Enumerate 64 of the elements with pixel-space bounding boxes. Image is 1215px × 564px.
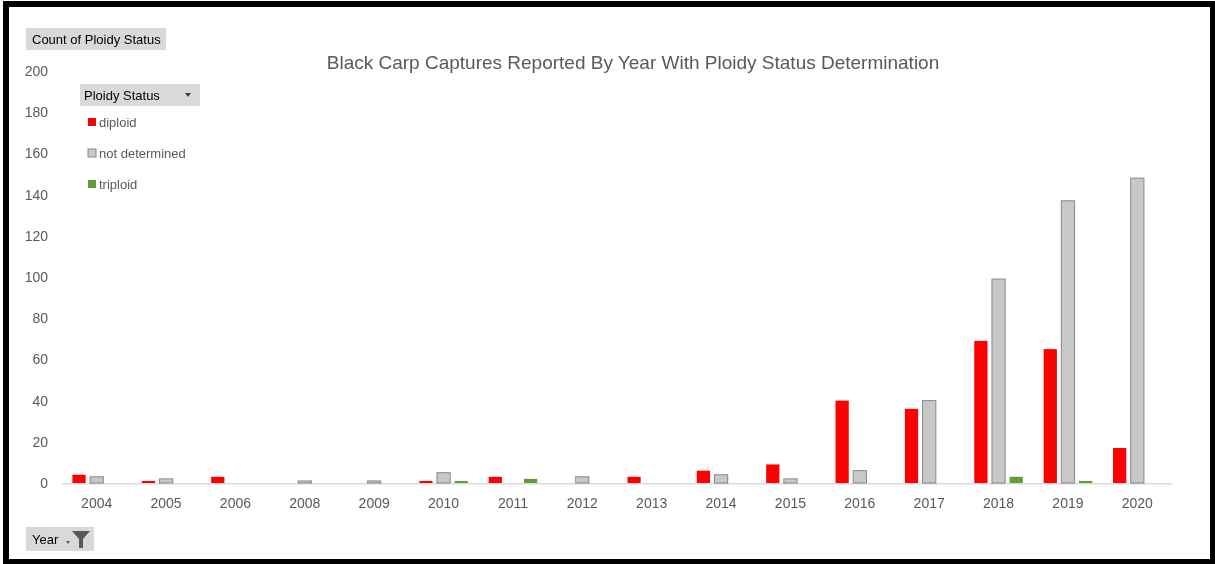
y-tick-label: 180 [24, 104, 49, 121]
y-tick-label: 200 [24, 63, 49, 79]
legend-title: Ploidy Status [84, 88, 161, 103]
bar [488, 476, 502, 483]
x-tick-label: 2009 [358, 495, 390, 511]
bar [297, 480, 312, 484]
x-tick-label: 2006 [219, 495, 252, 511]
bar [89, 476, 104, 484]
x-tick-label: 2018 [982, 495, 1015, 511]
bar [454, 480, 468, 483]
y-tick-label: 120 [24, 227, 49, 244]
y-tick-label: 160 [24, 145, 49, 162]
bar [766, 464, 780, 483]
bar [1078, 480, 1093, 483]
chart-title: Black Carp Captures Reported By Year With Ploidy Status Determination [326, 52, 940, 73]
bar [696, 470, 711, 483]
x-tick-label: 2004 [81, 495, 113, 511]
legend-label: diploid [99, 115, 137, 130]
x-tick-label: 2015 [774, 495, 807, 511]
bar [436, 472, 451, 484]
y-tick-label: 100 [24, 269, 49, 285]
bar [419, 480, 433, 483]
bar [783, 478, 798, 484]
bar [575, 476, 590, 484]
bar [523, 478, 538, 483]
legend-label: triploid [99, 177, 138, 192]
x-axis-title: Year [32, 532, 59, 547]
bar [627, 476, 641, 483]
y-tick-label: 60 [32, 351, 49, 368]
y-axis-title: Count of Ploidy Status [32, 32, 162, 47]
x-tick-label: 2020 [1121, 495, 1154, 511]
bar [835, 400, 849, 483]
bar [1130, 177, 1145, 484]
bar [713, 474, 729, 484]
y-tick-label: 80 [32, 310, 49, 327]
bar [1060, 200, 1076, 484]
bar [904, 408, 919, 483]
bar [1113, 447, 1127, 483]
x-tick-label: 2013 [636, 495, 668, 511]
bar [974, 340, 988, 483]
bar [991, 278, 1006, 484]
bar [852, 470, 867, 484]
legend-label: not determined [99, 146, 186, 161]
y-tick-label: 20 [32, 433, 49, 450]
y-tick-label: 0 [40, 475, 49, 491]
x-tick-label: 2011 [497, 495, 529, 511]
x-tick-label: 2010 [427, 495, 460, 511]
bar [367, 480, 382, 484]
x-tick-label: 2008 [289, 495, 321, 511]
bar [1043, 349, 1057, 483]
x-tick-label: 2017 [913, 495, 945, 511]
x-tick-label: 2012 [566, 495, 599, 511]
bar [141, 480, 156, 483]
bar [1009, 476, 1023, 483]
x-tick-label: 2019 [1052, 495, 1084, 511]
bar [158, 478, 174, 484]
x-tick-label: 2005 [150, 495, 182, 511]
y-tick-label: 40 [32, 392, 49, 409]
x-tick-label: 2016 [844, 495, 876, 511]
bar [72, 474, 86, 483]
x-tick-label: 2014 [705, 495, 737, 511]
bar [211, 476, 225, 483]
y-tick-label: 140 [24, 186, 49, 203]
bar [922, 400, 937, 484]
